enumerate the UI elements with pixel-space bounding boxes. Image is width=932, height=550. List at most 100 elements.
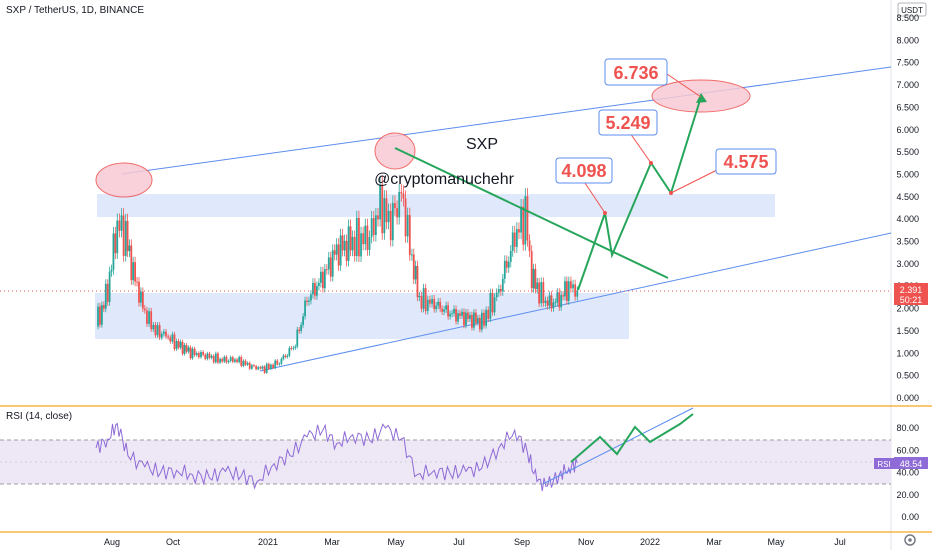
candle-body — [366, 225, 369, 250]
candle-body — [489, 292, 492, 319]
candle-body — [453, 308, 455, 314]
candle-body — [212, 355, 215, 363]
callout-5249[interactable]: 5.249 — [598, 109, 658, 136]
candle-body — [274, 360, 277, 369]
rsi-trendline[interactable] — [542, 407, 694, 485]
candle-body — [177, 340, 180, 348]
candle-body — [143, 308, 146, 311]
symbol-watermark: SXP — [466, 136, 498, 153]
candle-body — [507, 261, 510, 268]
candle-body — [487, 309, 490, 319]
price-tick-label: 8.000 — [896, 35, 919, 45]
marker-4575 — [669, 191, 673, 195]
projection-path[interactable] — [577, 96, 702, 291]
candle-body — [327, 257, 330, 270]
callout-6736[interactable]: 6.736 — [604, 58, 668, 86]
candle-body — [217, 353, 219, 363]
time-tick-label: Jul — [834, 537, 846, 547]
callout-4098[interactable]: 4.098 — [555, 157, 613, 184]
lower-channel-line[interactable] — [259, 232, 892, 372]
candle-body — [435, 305, 438, 310]
symbol-title[interactable]: SXP / TetherUS, 1D, BINANCE — [6, 5, 144, 16]
candle-body — [358, 217, 360, 257]
candle-body — [439, 301, 442, 309]
rsi-tick-label: 20.00 — [896, 490, 919, 500]
candle-body — [160, 333, 163, 338]
candle-body — [339, 235, 342, 266]
rsi-badge[interactable] — [894, 457, 928, 469]
candle-body — [467, 312, 469, 319]
candle-body — [195, 353, 198, 356]
candle-body — [429, 299, 431, 304]
candle-body — [499, 288, 502, 292]
candle-body — [394, 203, 396, 209]
candle-body — [377, 215, 379, 220]
candle-body — [509, 250, 512, 262]
rsi-projection[interactable] — [570, 413, 694, 463]
candle-body — [497, 288, 500, 293]
last-price-badge[interactable] — [894, 283, 928, 305]
top-ellipse-2[interactable] — [374, 132, 416, 170]
top-ellipse-1[interactable] — [95, 162, 153, 198]
rsi-label[interactable]: RSI (14, close) — [6, 411, 72, 422]
candle-body — [383, 198, 386, 234]
candle-body — [200, 351, 202, 358]
candle-body — [238, 357, 241, 363]
candle-body — [451, 313, 453, 315]
candle-body — [128, 245, 131, 252]
candle-body — [560, 295, 563, 308]
candle-body — [234, 359, 236, 362]
candle-body — [310, 294, 312, 301]
candle-body — [503, 260, 506, 279]
candle-body — [554, 302, 557, 304]
candle-body — [272, 364, 274, 369]
price-tick-label: 0.500 — [896, 371, 919, 381]
candle-body — [505, 260, 508, 268]
candle-body — [175, 340, 178, 350]
unit-badge[interactable] — [897, 2, 927, 17]
candle-body — [242, 360, 245, 366]
candle-body — [471, 315, 473, 328]
callout-4575[interactable]: 4.575 — [715, 148, 777, 175]
candle-body — [370, 218, 373, 238]
candle-body — [257, 367, 260, 370]
candle-body — [248, 362, 251, 369]
candle-body — [141, 291, 144, 309]
candle-body — [146, 310, 148, 324]
candle-body — [445, 305, 447, 310]
candle-body — [501, 278, 504, 292]
candle-body — [189, 347, 192, 359]
candle-body — [126, 220, 129, 252]
candle-body — [191, 348, 194, 359]
candle-body — [240, 357, 243, 366]
settings-gear-icon[interactable] — [904, 534, 916, 546]
price-tick-label: 7.500 — [896, 58, 919, 68]
price-tick-label: 4.500 — [896, 192, 919, 202]
candle-body — [267, 363, 270, 369]
price-tick-label: 8.500 — [896, 13, 919, 23]
candle-body — [319, 271, 322, 283]
upper-channel-line[interactable] — [121, 66, 892, 175]
candle-body — [576, 290, 579, 297]
candle-body — [372, 218, 375, 236]
candle-body — [391, 203, 394, 241]
descending-trendline[interactable] — [394, 147, 669, 279]
candle-body — [208, 353, 211, 358]
candle-body — [329, 257, 332, 277]
candle-body — [469, 315, 471, 319]
candle-body — [402, 193, 405, 199]
candle-body — [518, 229, 520, 233]
candle-body — [570, 281, 572, 289]
candle-body — [169, 337, 172, 342]
leader-4575 — [670, 169, 718, 194]
candle-body — [476, 317, 479, 323]
candle-body — [187, 347, 190, 352]
candle-body — [422, 288, 425, 309]
candle-body — [457, 313, 459, 322]
candle-body — [302, 316, 304, 325]
candle-body — [552, 302, 555, 309]
candle-body — [556, 292, 559, 303]
candle-body — [270, 364, 272, 369]
candle-body — [223, 356, 226, 362]
